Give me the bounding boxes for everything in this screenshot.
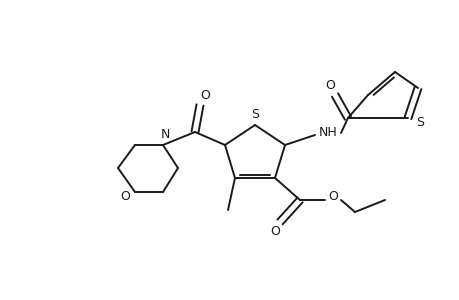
Text: N: N [160,128,169,142]
Text: S: S [415,116,423,130]
Text: O: O [269,226,280,238]
Text: NH: NH [318,127,336,140]
Text: O: O [327,190,337,203]
Text: O: O [325,79,334,92]
Text: S: S [251,109,258,122]
Text: O: O [200,88,209,101]
Text: O: O [120,190,129,203]
